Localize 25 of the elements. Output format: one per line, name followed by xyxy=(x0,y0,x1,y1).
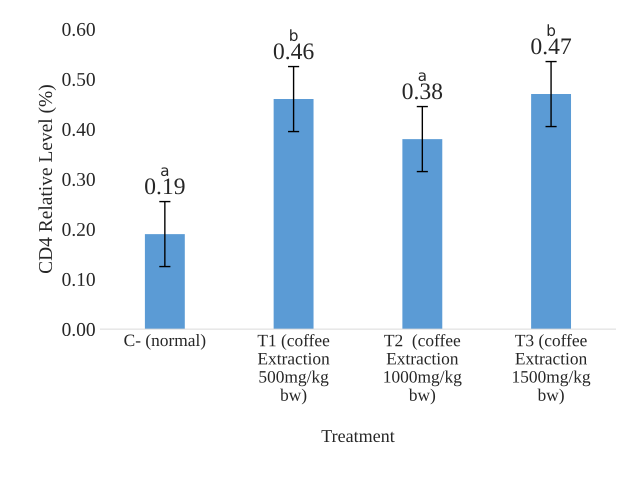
y-tick-label: 0.00 xyxy=(62,322,95,336)
y-tick-label: 0.10 xyxy=(62,272,95,286)
y-tick-label: 0.30 xyxy=(62,172,95,186)
bar xyxy=(402,139,442,330)
x-axis-title: Treatment xyxy=(322,430,395,442)
y-axis-title: CD4 Relative Level (%) xyxy=(38,85,56,274)
y-tick-label: 0.60 xyxy=(62,22,95,36)
x-tick-label: T3 (coffee Extraction 1500mg/kg bw) xyxy=(513,334,590,404)
data-label: 0.47 xyxy=(531,38,572,54)
data-label: 0.46 xyxy=(274,43,314,60)
x-tick-label: C- (normal) xyxy=(124,334,206,350)
x-tick-label: T2 (coffee Extraction 1000mg/kg bw) xyxy=(384,334,462,404)
annotation: a xyxy=(418,72,426,82)
bar xyxy=(531,94,572,330)
y-tick-label: 0.50 xyxy=(62,72,95,86)
y-tick-label: 0.40 xyxy=(62,122,95,136)
data-label: 0.38 xyxy=(402,83,442,100)
bar xyxy=(144,234,185,330)
bar xyxy=(274,99,314,330)
annotation: b xyxy=(290,29,298,42)
annotation: b xyxy=(548,24,556,36)
y-tick-label: 0.20 xyxy=(62,222,95,236)
x-tick-label: T1 (coffee Extraction 500mg/kg bw) xyxy=(258,334,330,404)
data-label: 0.19 xyxy=(145,178,185,194)
annotation: a xyxy=(161,167,168,176)
